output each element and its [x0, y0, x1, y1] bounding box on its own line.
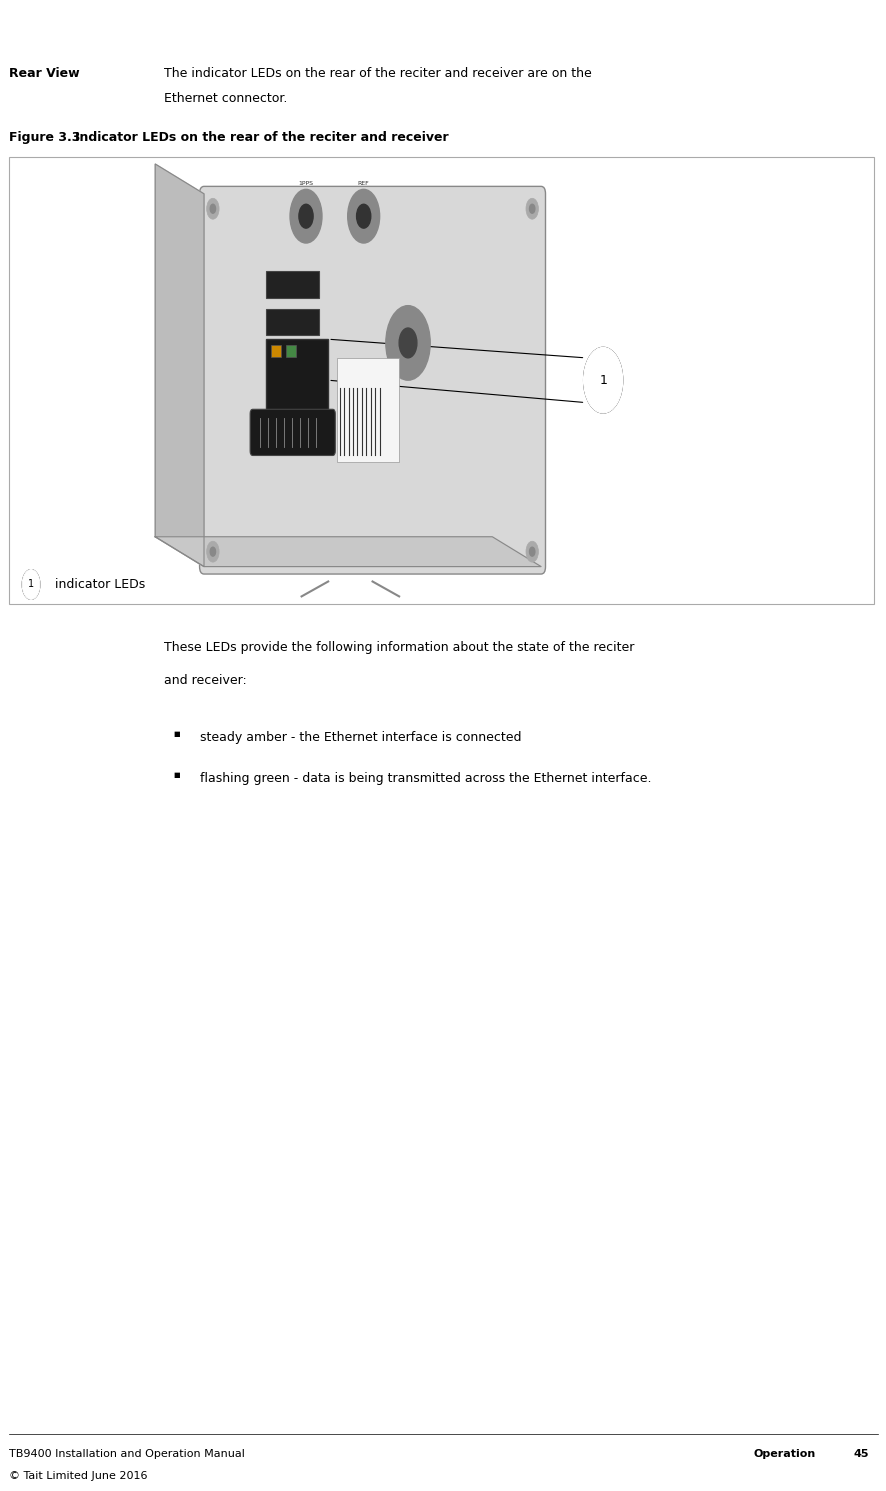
Text: 1: 1: [599, 374, 606, 386]
FancyBboxPatch shape: [266, 338, 328, 420]
FancyBboxPatch shape: [337, 358, 399, 462]
Text: TB9400 Installation and Operation Manual: TB9400 Installation and Operation Manual: [9, 1449, 245, 1458]
Text: and receiver:: and receiver:: [164, 674, 246, 687]
Polygon shape: [155, 537, 540, 567]
FancyBboxPatch shape: [199, 186, 545, 574]
Text: These LEDs provide the following information about the state of the reciter: These LEDs provide the following informa…: [164, 641, 633, 655]
FancyBboxPatch shape: [9, 157, 873, 604]
Circle shape: [525, 198, 538, 219]
FancyBboxPatch shape: [270, 346, 281, 358]
Circle shape: [210, 204, 215, 213]
Circle shape: [356, 204, 370, 228]
Text: Figure 3.3: Figure 3.3: [9, 131, 80, 145]
Circle shape: [399, 328, 416, 358]
Text: Ethernet connector.: Ethernet connector.: [164, 92, 287, 106]
Circle shape: [299, 204, 313, 228]
Circle shape: [529, 204, 534, 213]
Text: 1PPS: 1PPS: [299, 182, 313, 186]
Polygon shape: [155, 164, 204, 567]
FancyBboxPatch shape: [266, 309, 319, 335]
Circle shape: [529, 547, 534, 556]
FancyBboxPatch shape: [285, 346, 296, 358]
Text: indicator LEDs: indicator LEDs: [55, 579, 145, 590]
Circle shape: [206, 541, 219, 562]
Circle shape: [385, 306, 430, 380]
Circle shape: [290, 189, 322, 243]
Text: 45: 45: [853, 1449, 868, 1458]
Text: 1: 1: [28, 580, 34, 589]
Circle shape: [347, 189, 379, 243]
Circle shape: [206, 198, 219, 219]
Text: ■: ■: [173, 731, 179, 737]
Text: ■: ■: [173, 772, 179, 778]
Text: steady amber - the Ethernet interface is connected: steady amber - the Ethernet interface is…: [199, 731, 520, 744]
Text: Operation: Operation: [753, 1449, 815, 1458]
Circle shape: [22, 570, 40, 599]
Circle shape: [583, 347, 622, 413]
FancyBboxPatch shape: [250, 409, 335, 456]
Circle shape: [525, 541, 538, 562]
Circle shape: [210, 547, 215, 556]
Text: The indicator LEDs on the rear of the reciter and receiver are on the: The indicator LEDs on the rear of the re…: [164, 67, 591, 81]
Text: © Tait Limited June 2016: © Tait Limited June 2016: [9, 1472, 147, 1481]
Text: REF: REF: [357, 182, 369, 186]
Text: flashing green - data is being transmitted across the Ethernet interface.: flashing green - data is being transmitt…: [199, 772, 650, 786]
FancyBboxPatch shape: [266, 271, 319, 298]
Text: Indicator LEDs on the rear of the reciter and receiver: Indicator LEDs on the rear of the recite…: [75, 131, 448, 145]
Text: Rear View: Rear View: [9, 67, 80, 81]
